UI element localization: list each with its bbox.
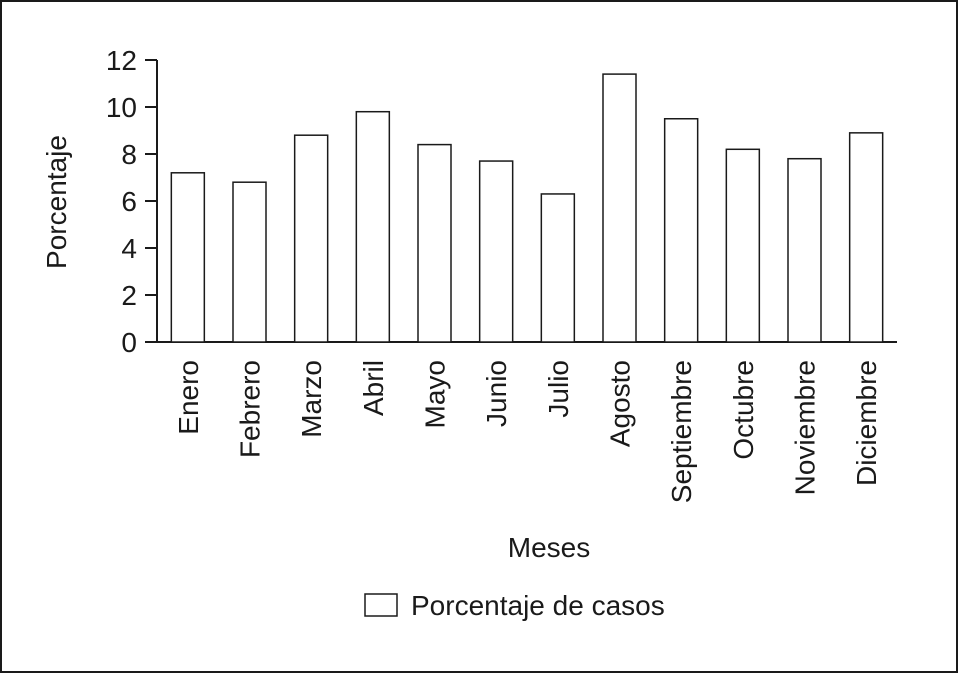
bar-junio (478, 160, 514, 343)
x-axis-label: Meses (508, 532, 590, 563)
bar-enero (170, 172, 206, 343)
x-tick-label: Octubre (728, 360, 759, 460)
bar-septiembre (663, 118, 699, 343)
bar-diciembre (848, 132, 884, 343)
x-tick-label: Noviembre (790, 360, 821, 495)
x-tick-label: Marzo (296, 360, 327, 438)
x-tick-label: Septiembre (666, 360, 697, 503)
bar-abril (355, 110, 391, 343)
bar-marzo (293, 134, 329, 343)
bars (170, 73, 884, 343)
bar-febrero (232, 181, 267, 343)
y-tick-label: 12 (106, 45, 137, 76)
y-tick-label: 10 (106, 92, 137, 123)
x-tick-label: Junio (481, 360, 512, 427)
legend: Porcentaje de casos (364, 590, 665, 621)
x-tick-label: Abril (358, 360, 389, 416)
y-tick-label: 2 (121, 280, 137, 311)
x-tick-label: Febrero (235, 360, 266, 458)
bar-mayo (417, 143, 452, 343)
x-tick-label: Diciembre (851, 360, 882, 486)
x-tick-labels: Enero Febrero Marzo Abril Mayo Junio Julio Agos… (173, 360, 882, 503)
y-tick-label: 0 (121, 327, 137, 358)
axes (145, 59, 897, 343)
y-tick-label: 8 (121, 139, 137, 170)
x-tick-label: Agosto (605, 360, 636, 447)
bar-octubre (725, 148, 761, 343)
legend-label: Porcentaje de casos (411, 590, 665, 621)
y-tick-label: 4 (121, 233, 137, 264)
legend-swatch (364, 593, 398, 617)
y-axis-label: Porcentaje (41, 135, 72, 269)
x-tick-label: Mayo (420, 360, 451, 428)
bar-agosto (602, 73, 637, 343)
bar-julio (540, 193, 576, 343)
x-tick-label: Julio (543, 360, 574, 418)
x-tick-label: Enero (173, 360, 204, 435)
y-tick-labels: 0 2 4 6 8 10 12 (106, 45, 137, 358)
bar-noviembre (787, 157, 822, 343)
y-tick-label: 6 (121, 186, 137, 217)
